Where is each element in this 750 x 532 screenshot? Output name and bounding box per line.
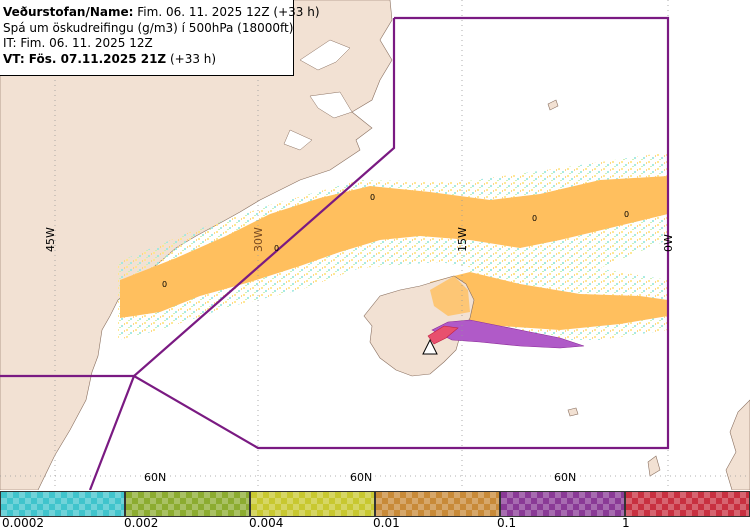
product-line: Spá um öskudreifingu (g/m3) í 500hPa (18… <box>3 20 294 35</box>
volcano-marker <box>422 338 438 355</box>
iceland-ash-overlay <box>430 276 470 316</box>
issuer-label: Veðurstofan/Name: <box>3 5 134 19</box>
ash-band-low <box>120 176 668 318</box>
legend-tick-label: 0.1 <box>497 516 517 530</box>
fjord <box>309 91 353 119</box>
ash-plume-high <box>427 325 459 345</box>
parallel-label-60n: 60N <box>554 471 576 484</box>
legend-tick-label: 0.002 <box>124 516 159 530</box>
issuer-line: Veðurstofan/Name: Fim. 06. 11. 2025 12Z … <box>3 5 320 21</box>
fjord <box>299 39 351 71</box>
contour-label: 0 <box>532 214 537 223</box>
legend-tick-label: 0.0002 <box>2 516 44 530</box>
ash-band-low <box>430 272 668 330</box>
meridian-label-30w: 30W <box>252 227 265 252</box>
issuer-value: Fim. 06. 11. 2025 12Z (+33 h) <box>137 5 320 19</box>
parallel-label-60n: 60N <box>350 471 372 484</box>
island <box>647 455 661 477</box>
valid-time-offset: (+33 h) <box>169 51 217 66</box>
initial-time-line: IT: Fim. 06. 11. 2025 12Z <box>3 36 153 50</box>
legend-tick-label: 0.004 <box>249 516 284 530</box>
contour-label: 0 <box>370 193 375 202</box>
meridian-label-0w: 0W <box>662 234 675 252</box>
fjord <box>283 129 313 151</box>
legend-swatch <box>125 491 250 517</box>
legend-swatch <box>500 491 625 517</box>
legend-swatch <box>250 491 375 517</box>
ash-dispersion-map: 45W 30W 15W 0W 60N 60N 60N 0 0 0 0 0 <box>0 0 750 490</box>
meridian-label-45w: 45W <box>44 227 57 252</box>
concentration-legend <box>0 490 750 532</box>
meridian-label-15w: 15W <box>456 227 469 252</box>
legend-tick-label: 1 <box>622 516 630 530</box>
forecast-info-box: Veðurstofan/Name: Fim. 06. 11. 2025 12Z … <box>0 0 320 76</box>
contour-label: 0 <box>274 244 279 253</box>
parallel-label-60n: 60N <box>144 471 166 484</box>
contour-label: 0 <box>162 280 167 289</box>
valid-time-label: VT: Fös. 07.11.2025 21Z <box>3 51 167 66</box>
island <box>567 407 579 417</box>
legend-swatch <box>375 491 500 517</box>
scandinavia-landmass <box>725 399 750 490</box>
legend-swatch <box>625 491 750 517</box>
valid-time-line: VT: Fös. 07.11.2025 21Z (+33 h) <box>3 52 293 68</box>
ash-plume-mid <box>431 319 585 349</box>
legend-swatch <box>0 491 125 517</box>
contour-label: 0 <box>624 210 629 219</box>
island <box>547 99 559 111</box>
fir-boundary <box>0 16 670 490</box>
legend-tick-label: 0.01 <box>373 516 400 530</box>
